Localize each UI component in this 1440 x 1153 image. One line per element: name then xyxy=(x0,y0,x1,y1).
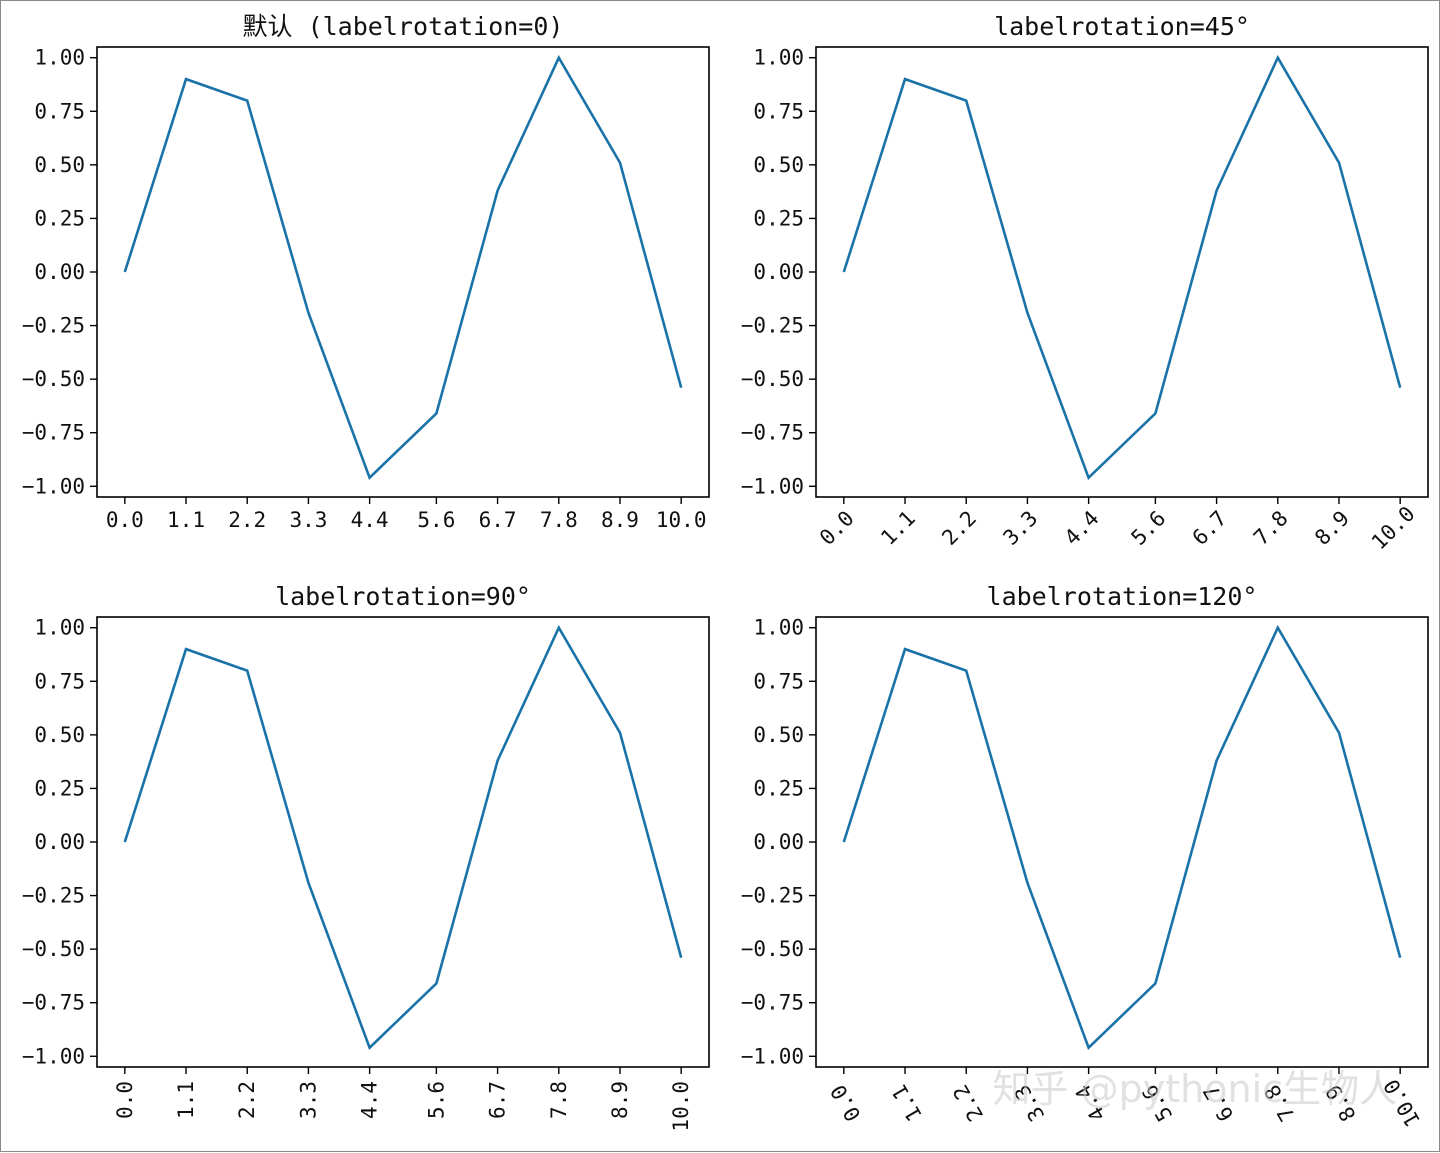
series-line xyxy=(123,624,683,1051)
y-tick-label: 1.00 xyxy=(34,616,85,640)
y-tick-label: 0.00 xyxy=(34,830,85,854)
x-tick-label: 8.9 xyxy=(1310,506,1354,550)
x-tick-label: 10.0 xyxy=(1367,502,1420,555)
y-tick-label: −0.75 xyxy=(741,421,804,445)
x-tick-label: 7.8 xyxy=(1249,506,1293,550)
x-tick-label: 1.1 xyxy=(876,506,920,550)
x-tick-label: 10.0 xyxy=(669,1081,693,1132)
subplot-2: labelrotation=45° −1.00 −0.75 −0.50 −0.25 0.0… xyxy=(741,12,1429,555)
subplot-title: labelrotation=120° xyxy=(987,582,1258,611)
series-line xyxy=(842,624,1402,1051)
y-tick-label: 0.75 xyxy=(753,669,804,693)
y-tick-label: −1.00 xyxy=(741,1044,804,1068)
axes-frame xyxy=(815,616,1429,1068)
y-tick-label: −0.50 xyxy=(741,367,804,391)
y-tick-label: 0.00 xyxy=(753,260,804,284)
x-tick-label: 5.6 xyxy=(424,1081,448,1119)
y-tick-label: 1.00 xyxy=(34,46,85,70)
x-tick-label: 5.6 xyxy=(417,508,455,532)
y-tick-label: 0.25 xyxy=(753,776,804,800)
x-tick-label: 6.7 xyxy=(1188,506,1232,550)
y-tick-label: −0.25 xyxy=(22,884,85,908)
subplot-4: labelrotation=120° −1.00 −0.75 −0.50 −0.25 0.… xyxy=(741,582,1429,1131)
axes-frame xyxy=(96,46,710,498)
y-tick-label: 0.75 xyxy=(34,99,85,123)
y-tick-label: 0.75 xyxy=(34,669,85,693)
x-tick-label: 2.2 xyxy=(937,506,981,550)
x-tick-label: 8.9 xyxy=(608,1081,632,1119)
x-tick-label: 8.9 xyxy=(601,508,639,532)
x-tick-label: 4.4 xyxy=(1060,506,1104,550)
y-tick-label: 0.50 xyxy=(34,723,85,747)
y-tick-label: 0.25 xyxy=(34,776,85,800)
y-tick-label: −0.75 xyxy=(22,421,85,445)
y-tick-label: 0.00 xyxy=(753,830,804,854)
x-tick-label: 0.0 xyxy=(113,1081,137,1119)
y-tick-label: 1.00 xyxy=(753,616,804,640)
y-tick-label: −1.00 xyxy=(22,474,85,498)
y-tick-label: −0.50 xyxy=(22,367,85,391)
x-tick-label: 8.9 xyxy=(1321,1081,1361,1126)
x-tick-label: 10.0 xyxy=(656,508,707,532)
y-tick-label: −1.00 xyxy=(22,1044,85,1068)
y-tick-label: 0.25 xyxy=(753,206,804,230)
x-tick-label: 10.0 xyxy=(1379,1075,1425,1131)
y-tick-label: 0.00 xyxy=(34,260,85,284)
x-tick-label: 5.6 xyxy=(1138,1081,1178,1126)
x-tick-label: 5.6 xyxy=(1127,506,1171,550)
y-tick-label: −0.75 xyxy=(741,991,804,1015)
x-tick-label: 3.3 xyxy=(1010,1081,1050,1126)
y-tick-label: −0.25 xyxy=(741,314,804,338)
x-tick-label: 1.1 xyxy=(167,508,205,532)
y-tick-label: 0.50 xyxy=(34,153,85,177)
x-tick-label: 6.7 xyxy=(479,508,517,532)
subplot-title: labelrotation=90° xyxy=(275,582,531,611)
y-tick-label: −0.25 xyxy=(741,884,804,908)
y-tick-label: 0.75 xyxy=(753,99,804,123)
x-tick-label: 7.8 xyxy=(547,1081,571,1119)
y-tick-label: −0.25 xyxy=(22,314,85,338)
subplot-3: labelrotation=90° −1.00 −0.75 −0.50 −0.25 0.0… xyxy=(22,582,710,1132)
axes-frame xyxy=(96,616,710,1068)
x-tick-label: 6.7 xyxy=(1199,1081,1239,1126)
y-tick-label: 0.50 xyxy=(753,723,804,747)
y-tick-label: −1.00 xyxy=(741,474,804,498)
x-tick-label: 4.4 xyxy=(358,1081,382,1119)
y-tick-label: 1.00 xyxy=(753,46,804,70)
subplot-title: 默认 (labelrotation=0) xyxy=(243,12,564,41)
x-tick-label: 7.8 xyxy=(1260,1081,1300,1126)
x-tick-label: 3.3 xyxy=(289,508,327,532)
x-tick-label: 0.0 xyxy=(106,508,144,532)
x-tick-label: 1.1 xyxy=(174,1081,198,1119)
x-tick-label: 1.1 xyxy=(887,1081,927,1126)
x-tick-label: 0.0 xyxy=(815,506,859,550)
series-line xyxy=(123,54,683,481)
y-tick-label: −0.50 xyxy=(741,937,804,961)
y-tick-label: −0.50 xyxy=(22,937,85,961)
axes-frame xyxy=(815,46,1429,498)
x-tick-label: 4.4 xyxy=(351,508,389,532)
x-tick-label: 4.4 xyxy=(1071,1081,1111,1126)
x-tick-label: 3.3 xyxy=(296,1081,320,1119)
x-tick-label: 7.8 xyxy=(540,508,578,532)
y-tick-label: 0.25 xyxy=(34,206,85,230)
x-tick-label: 3.3 xyxy=(999,506,1043,550)
x-tick-label: 0.0 xyxy=(826,1081,866,1126)
y-tick-label: 0.50 xyxy=(753,153,804,177)
x-tick-label: 6.7 xyxy=(486,1081,510,1119)
y-tick-label: −0.75 xyxy=(22,991,85,1015)
subplot-title: labelrotation=45° xyxy=(994,12,1250,41)
series-line xyxy=(842,54,1402,481)
x-tick-label: 2.2 xyxy=(235,1081,259,1119)
subplot-1: 默认 (labelrotation=0) −1.00 −0.75 −0.50 −0.25… xyxy=(22,12,710,532)
x-tick-label: 2.2 xyxy=(228,508,266,532)
x-tick-label: 2.2 xyxy=(948,1081,988,1126)
